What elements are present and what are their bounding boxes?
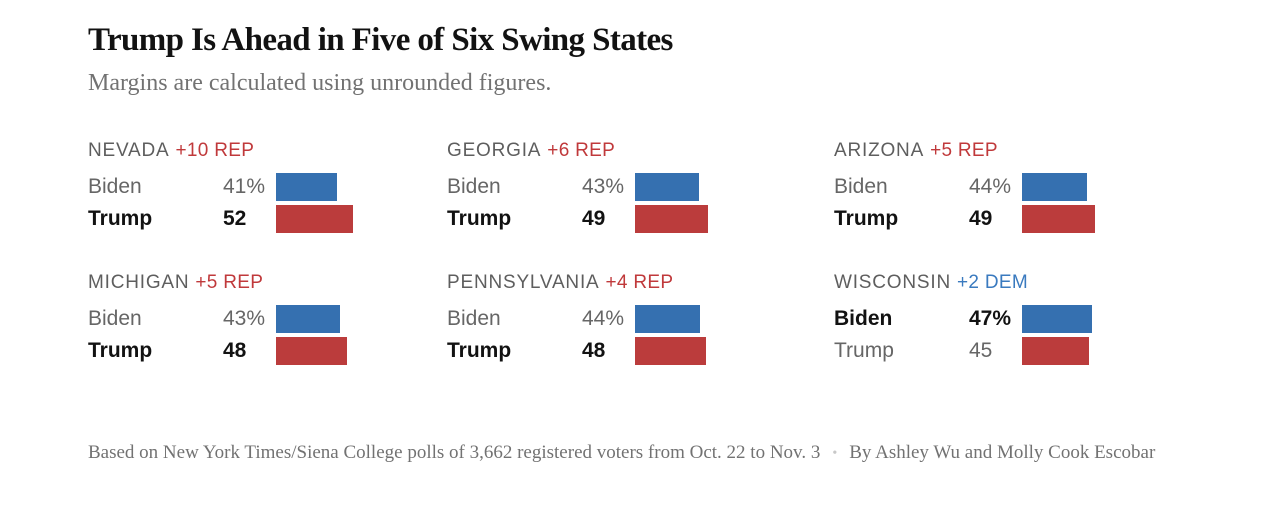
state-panel-pennsylvania: PENNSYLVANIA +4 REP Biden 44% Trump 48 bbox=[447, 272, 807, 382]
value-label: 45 bbox=[969, 339, 993, 362]
candidate-name: Trump bbox=[447, 339, 512, 362]
separator-dot: • bbox=[832, 446, 838, 461]
biden-row: Biden 44% bbox=[447, 304, 807, 334]
biden-bar bbox=[1022, 305, 1092, 333]
candidate-name: Biden bbox=[447, 175, 501, 198]
candidate-name: Trump bbox=[834, 339, 894, 362]
value-label: 52 bbox=[223, 207, 247, 230]
value-label: 41% bbox=[223, 175, 266, 198]
state-name: PENNSYLVANIA bbox=[447, 272, 600, 293]
state-header: MICHIGAN +5 REP bbox=[88, 272, 263, 294]
candidate-name: Biden bbox=[88, 175, 142, 198]
trump-bar bbox=[276, 337, 347, 365]
value-label: 44% bbox=[969, 175, 1012, 198]
state-name: GEORGIA bbox=[447, 140, 542, 161]
trump-bar bbox=[635, 337, 706, 365]
candidate-name: Trump bbox=[834, 207, 899, 230]
value-label: 48 bbox=[582, 339, 606, 362]
value-label: 47% bbox=[969, 307, 1012, 330]
biden-bar bbox=[1022, 173, 1087, 201]
biden-bar bbox=[635, 173, 699, 201]
biden-bar bbox=[635, 305, 700, 333]
value-label: 49 bbox=[582, 207, 606, 230]
biden-bar bbox=[276, 305, 340, 333]
trump-row: Trump 45 bbox=[834, 336, 1194, 366]
trump-bar bbox=[1022, 337, 1089, 365]
value-label: 43% bbox=[582, 175, 625, 198]
candidate-name: Biden bbox=[88, 307, 142, 330]
state-header: ARIZONA +5 REP bbox=[834, 140, 998, 162]
trump-row: Trump 49 bbox=[447, 204, 807, 234]
state-name: ARIZONA bbox=[834, 140, 925, 161]
source-note: Based on New York Times/Siena College po… bbox=[88, 439, 1188, 467]
state-name: NEVADA bbox=[88, 140, 170, 161]
chart-title: Trump Is Ahead in Five of Six Swing Stat… bbox=[88, 22, 673, 58]
value-label: 43% bbox=[223, 307, 266, 330]
byline: By Ashley Wu and Molly Cook Escobar bbox=[849, 442, 1156, 463]
trump-row: Trump 48 bbox=[88, 336, 448, 366]
state-header: GEORGIA +6 REP bbox=[447, 140, 615, 162]
margin-label: +5 REP bbox=[195, 272, 264, 293]
trump-row: Trump 48 bbox=[447, 336, 807, 366]
margin-label: +10 REP bbox=[175, 140, 255, 161]
biden-row: Biden 44% bbox=[834, 172, 1194, 202]
margin-label: +5 REP bbox=[930, 140, 998, 161]
state-panel-michigan: MICHIGAN +5 REP Biden 43% Trump 48 bbox=[88, 272, 448, 382]
margin-label: +2 DEM bbox=[956, 272, 1028, 293]
state-panel-nevada: NEVADA +10 REP Biden 41% Trump 52 bbox=[88, 140, 448, 250]
biden-row: Biden 47% bbox=[834, 304, 1194, 334]
state-name: MICHIGAN bbox=[88, 272, 190, 293]
chart-subtitle: Margins are calculated using unrounded f… bbox=[88, 70, 552, 96]
state-name: WISCONSIN bbox=[834, 272, 951, 293]
state-header: WISCONSIN +2 DEM bbox=[834, 272, 1028, 294]
candidate-name: Trump bbox=[88, 207, 153, 230]
state-panel-georgia: GEORGIA +6 REP Biden 43% Trump 49 bbox=[447, 140, 807, 250]
biden-row: Biden 43% bbox=[88, 304, 448, 334]
candidate-name: Trump bbox=[447, 207, 512, 230]
trump-row: Trump 52 bbox=[88, 204, 448, 234]
margin-label: +4 REP bbox=[605, 272, 674, 293]
trump-bar bbox=[276, 205, 353, 233]
candidate-name: Biden bbox=[834, 175, 888, 198]
state-header: NEVADA +10 REP bbox=[88, 140, 254, 162]
candidate-name: Trump bbox=[88, 339, 153, 362]
value-label: 49 bbox=[969, 207, 993, 230]
trump-bar bbox=[1022, 205, 1095, 233]
state-panel-arizona: ARIZONA +5 REP Biden 44% Trump 49 bbox=[834, 140, 1194, 250]
biden-row: Biden 41% bbox=[88, 172, 448, 202]
candidate-name: Biden bbox=[834, 307, 893, 330]
trump-bar bbox=[635, 205, 708, 233]
value-label: 48 bbox=[223, 339, 247, 362]
state-panel-wisconsin: WISCONSIN +2 DEM Biden 47% Trump 45 bbox=[834, 272, 1194, 382]
trump-row: Trump 49 bbox=[834, 204, 1194, 234]
biden-row: Biden 43% bbox=[447, 172, 807, 202]
biden-bar bbox=[276, 173, 337, 201]
value-label: 44% bbox=[582, 307, 625, 330]
state-header: PENNSYLVANIA +4 REP bbox=[447, 272, 673, 294]
margin-label: +6 REP bbox=[547, 140, 616, 161]
candidate-name: Biden bbox=[447, 307, 501, 330]
source-text: Based on New York Times/Siena College po… bbox=[88, 442, 821, 463]
